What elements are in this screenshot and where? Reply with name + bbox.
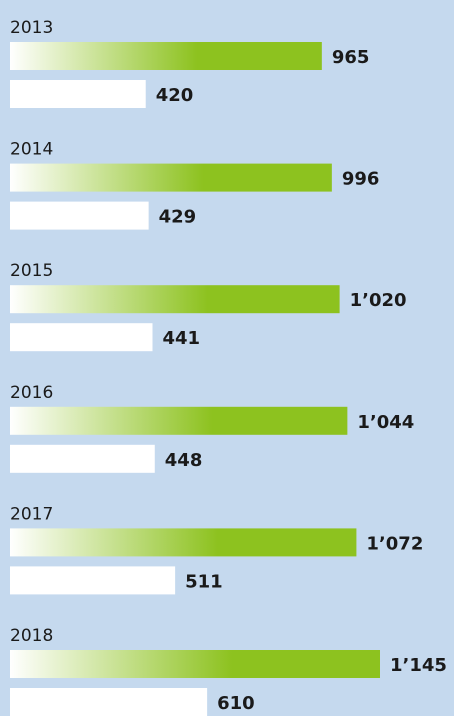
value-label: 441 xyxy=(163,328,201,349)
year-label: 2017 xyxy=(10,504,53,524)
value-label: 420 xyxy=(156,85,194,106)
bar xyxy=(10,688,208,716)
year-label: 2015 xyxy=(10,261,53,281)
value-label: 511 xyxy=(185,571,223,592)
value-label: 448 xyxy=(165,450,203,471)
bar xyxy=(10,528,357,557)
bar xyxy=(10,42,322,70)
year-label: 2016 xyxy=(10,383,53,403)
bar xyxy=(10,201,149,230)
bar xyxy=(10,406,348,435)
value-label: 1’145 xyxy=(390,655,447,676)
bar xyxy=(10,285,340,314)
year-label: 2018 xyxy=(10,626,53,646)
value-label: 1’020 xyxy=(350,290,407,311)
value-label: 1’044 xyxy=(357,412,414,433)
year-label: 2014 xyxy=(10,140,53,160)
value-label: 429 xyxy=(159,207,197,228)
value-label: 965 xyxy=(332,47,370,68)
value-label: 996 xyxy=(342,169,380,190)
bar xyxy=(10,566,176,595)
bar xyxy=(10,323,153,352)
bar xyxy=(10,80,146,108)
value-label: 610 xyxy=(217,693,255,714)
bar xyxy=(10,163,332,192)
year-label: 2013 xyxy=(10,18,53,38)
value-label: 1’072 xyxy=(366,533,423,554)
bar xyxy=(10,444,155,473)
bar xyxy=(10,650,380,678)
